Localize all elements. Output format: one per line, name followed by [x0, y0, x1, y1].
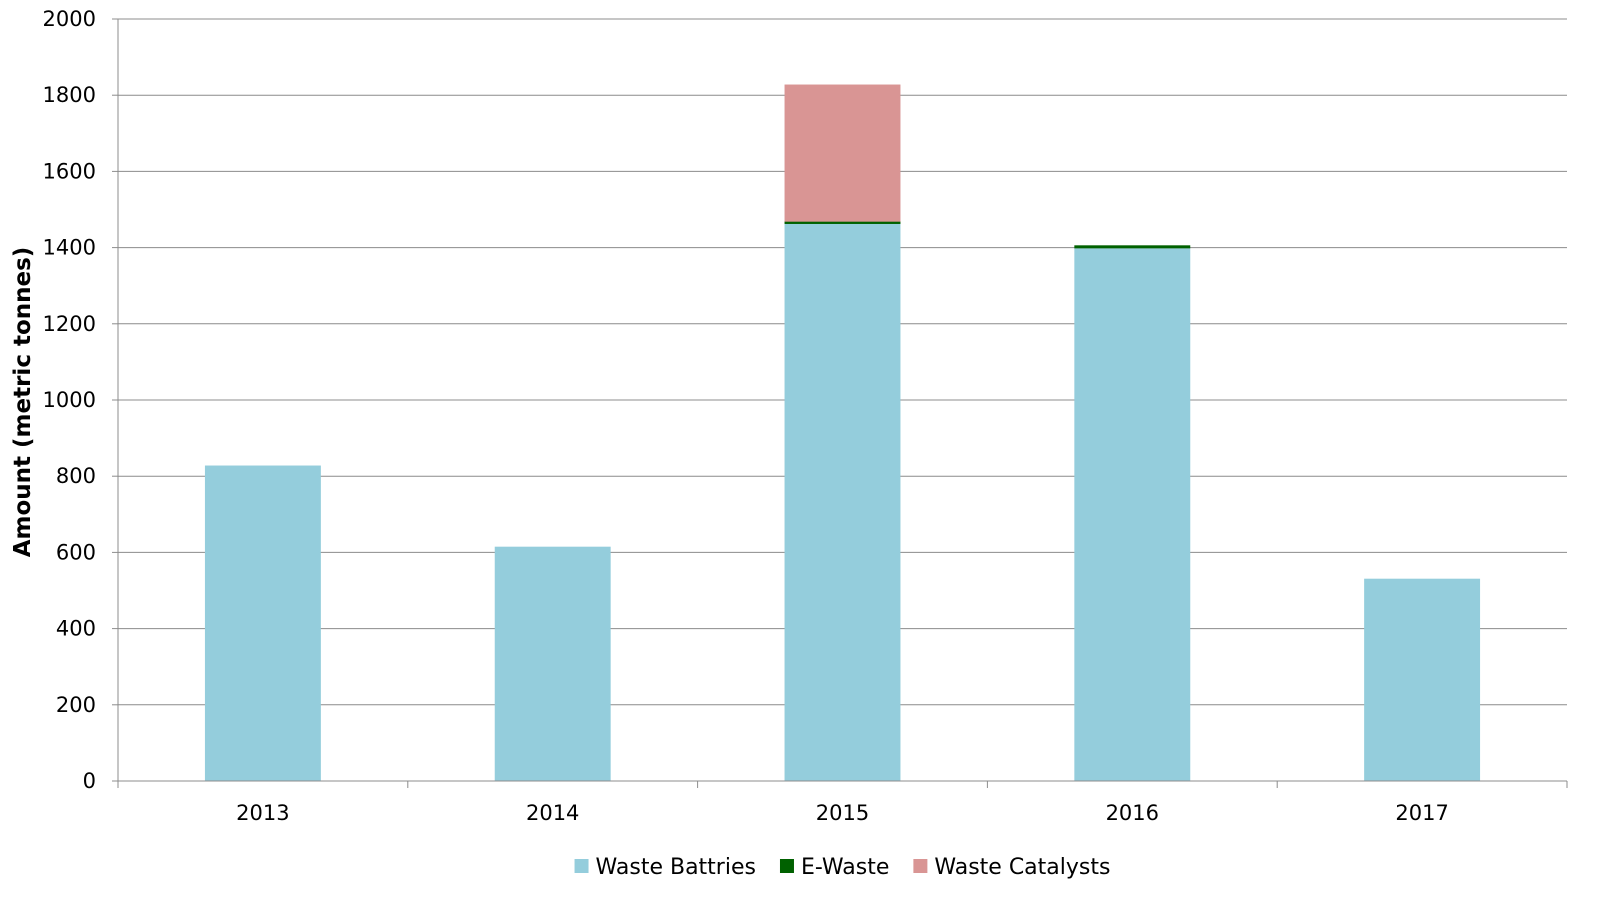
legend-label: Waste Catalysts: [934, 855, 1110, 880]
bar-2015-waste-catalysts: [784, 84, 901, 222]
x-tick-label: 2017: [1395, 801, 1448, 825]
bar-2016-e-waste: [1074, 245, 1191, 249]
y-tick-label: 1200: [43, 312, 96, 336]
y-tick-label: 1400: [43, 236, 96, 260]
legend-swatch: [574, 859, 589, 873]
x-tick-label: 2013: [236, 801, 289, 825]
bar-2015-e-waste: [784, 220, 901, 224]
x-tick-labels: 2013 2014 2015 2016 2017: [236, 801, 1449, 825]
bar-2013-waste-battries: [204, 465, 321, 781]
y-tick-label: 600: [56, 540, 96, 564]
y-tick-labels: 0 200 400 600 800 1000 1200 1400 1600 1800 2000: [43, 7, 96, 793]
bars: [204, 84, 1481, 781]
y-tick-label: 400: [56, 617, 96, 641]
bar-2015-waste-battries: [784, 223, 901, 781]
x-tick-label: 2015: [816, 801, 869, 825]
legend-swatch: [779, 859, 794, 873]
y-tick-label: 1800: [43, 83, 96, 107]
legend-label: E-Waste: [801, 855, 889, 880]
y-tick-label: 1000: [43, 388, 96, 412]
legend-label: Waste Battries: [596, 855, 756, 880]
axes: [117, 19, 1568, 788]
legend: Waste Battries E-Waste Waste Catalysts: [574, 855, 1110, 880]
x-tick-label: 2016: [1106, 801, 1159, 825]
y-tick-label: 800: [56, 464, 96, 488]
bar-2014-waste-battries: [494, 546, 611, 781]
y-tick-label: 2000: [43, 7, 96, 31]
y-tick-label: 200: [56, 693, 96, 717]
legend-swatch: [913, 859, 928, 873]
bar-2016-waste-battries: [1074, 248, 1191, 781]
y-tick-label: 0: [83, 769, 96, 793]
y-axis-title: Amount (metric tonnes): [10, 247, 36, 558]
bar-2017-waste-battries: [1364, 578, 1481, 781]
x-tick-label: 2014: [526, 801, 579, 825]
y-tick-label: 1600: [43, 159, 96, 183]
